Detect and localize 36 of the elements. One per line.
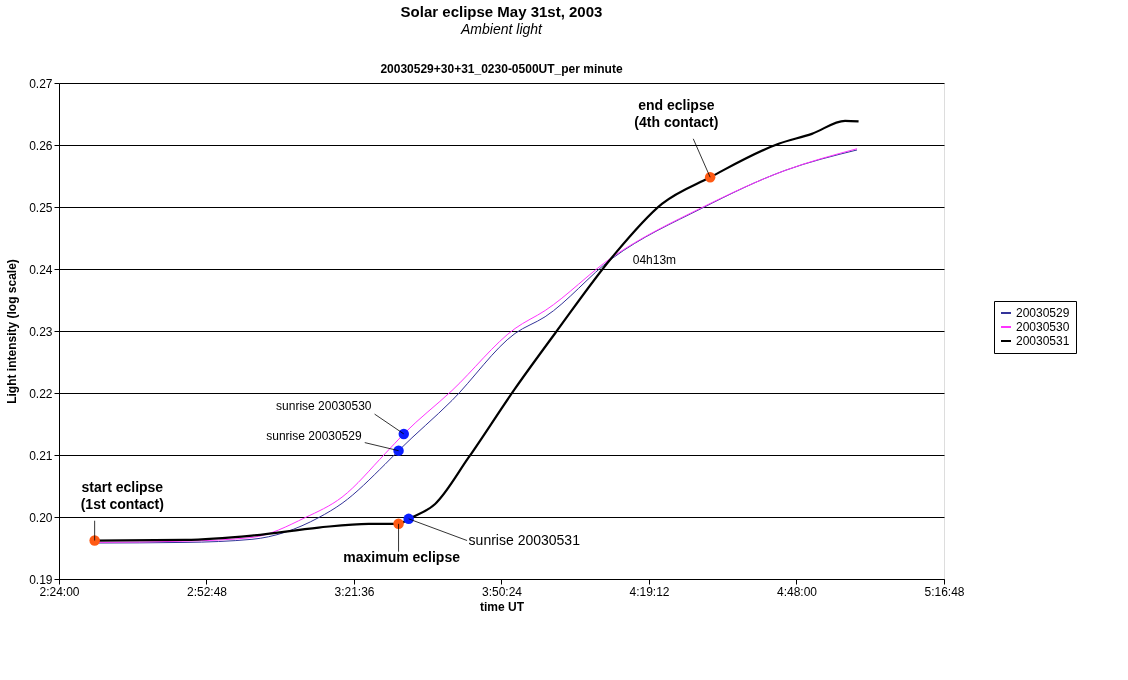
annotation: end eclipse (4th contact) [634,96,719,130]
y-tick-label: 0.24 [29,262,53,277]
y-tick-label: 0.25 [29,200,53,215]
annotation: maximum eclipse [343,548,461,565]
x-axis-title: time UT [479,599,525,614]
point [393,518,404,530]
x-tick-label: 2:52:48 [186,584,228,599]
y-axis-title: Light intensity (log scale) [5,259,20,404]
y-tick-label: 0.20 [29,510,53,525]
point [393,445,404,456]
x-tick-label: 3:50:24 [481,584,523,599]
text: 20030529+30+31_0230-0500UT_per minute [380,62,623,76]
x-tick-label: 3:21:36 [334,584,375,599]
legend-label: 20030529 [1016,306,1070,320]
annotation: start eclipse (1st contact) [80,478,164,512]
y-tick-label: 0.19 [29,572,53,587]
chart-subtitle: Ambient light [460,21,544,37]
y-tick-label: 0.22 [29,386,53,401]
legend-label: 20030530 [1016,320,1070,334]
chart-title: Solar eclipse May 31st, 2003 [400,3,603,20]
x-tick-label: 4:19:12 [629,584,670,599]
y-tick-label: 0.21 [29,448,53,463]
y-tick-label: 0.23 [29,324,53,339]
annotation: sunrise 20030529 [266,429,362,444]
x-tick-label: 5:16:48 [924,584,965,599]
point [398,428,410,440]
y-tick-label: 0.26 [29,138,53,153]
legend-label: 20030531 [1016,334,1070,348]
annotation: sunrise 20030531 [468,531,581,548]
y-tick-label: 0.27 [29,76,53,91]
annotation: sunrise 20030530 [276,399,372,414]
x-tick-label: 4:48:00 [776,584,818,599]
point [704,172,716,183]
annotation: 04h13m [632,252,677,267]
point [89,535,100,546]
x-tick-label: 2:24:00 [39,584,80,599]
